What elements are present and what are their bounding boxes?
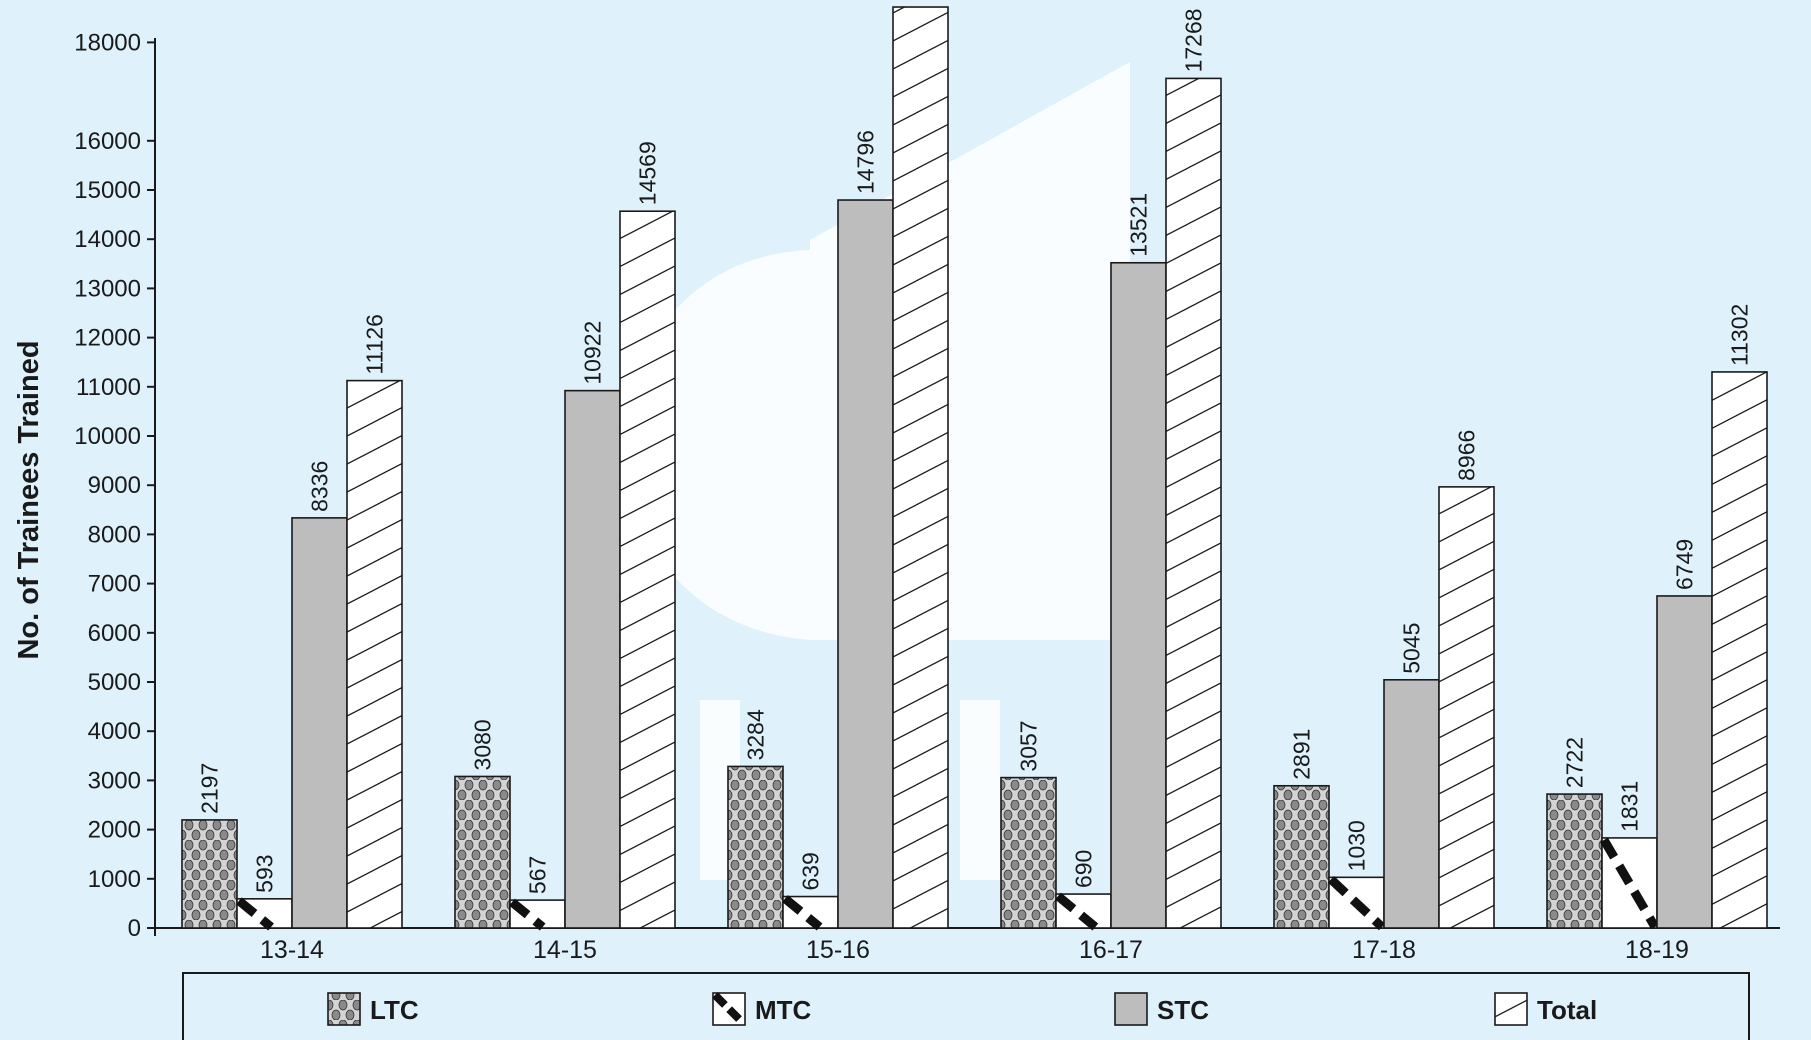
y-tick-label: 5000: [88, 669, 141, 696]
bar-stc: [1383, 678, 1440, 929]
y-tick-label: 3000: [88, 767, 141, 794]
bar-total: [1165, 77, 1222, 929]
y-tick-label: 12000: [74, 325, 141, 352]
data-label: 1831: [1617, 781, 1643, 832]
data-label: 2891: [1289, 729, 1315, 780]
legend-swatch-ltc: [327, 992, 361, 1026]
x-tick-label: 18-19: [1625, 936, 1689, 964]
y-tick-label: 14000: [74, 226, 141, 253]
y-tick-label: 16000: [74, 128, 141, 155]
bar-mtc-dash: [1327, 876, 1386, 931]
data-label: 2722: [1562, 737, 1588, 788]
bar-total: [346, 379, 403, 929]
bar-stc: [291, 517, 348, 929]
bar-ltc: [727, 765, 784, 929]
bar-ltc: [1000, 776, 1057, 929]
y-tick-label: 8000: [88, 521, 141, 548]
bar-total: [1711, 371, 1768, 929]
y-tick-label: 1000: [88, 866, 141, 893]
y-tick-label: 15000: [74, 177, 141, 204]
y-tick-label: 18000: [74, 29, 141, 56]
x-tick-label: 17-18: [1352, 936, 1416, 964]
y-tick-label: 7000: [88, 571, 141, 598]
data-label: 17268: [1181, 8, 1207, 72]
y-tick-label: 6000: [88, 620, 141, 647]
data-label: 593: [252, 854, 278, 892]
data-label: 14569: [635, 141, 661, 205]
legend-label-ltc: LTC: [370, 995, 419, 1025]
data-label: 5045: [1399, 623, 1425, 674]
bar-ltc: [181, 819, 238, 929]
bar-mtc-dash: [1055, 892, 1099, 931]
data-label: 11302: [1727, 304, 1753, 366]
bar-ltc: [454, 775, 511, 929]
data-label: 18719: [908, 0, 934, 1]
data-label: 690: [1071, 850, 1097, 888]
x-tick-label: 16-17: [1079, 936, 1143, 964]
legend-label-total: Total: [1537, 995, 1597, 1025]
y-tick-label: 11000: [76, 374, 141, 401]
bar-stc: [564, 389, 621, 929]
bar-total: [1438, 486, 1495, 929]
bar-ltc: [1273, 784, 1330, 929]
axes: 0 1000 2000 3000 4000 5000 6000 7000 8000 9000 100…: [74, 29, 1780, 964]
data-label: 1030: [1344, 820, 1370, 871]
data-label: 3080: [470, 719, 496, 770]
legend-swatch-mtc: [712, 992, 746, 1026]
bar-mtc: [1601, 837, 1658, 929]
data-label: 11126: [362, 314, 388, 375]
y-tick-label: 2000: [88, 817, 141, 844]
bar-ltc: [1546, 793, 1603, 929]
bar-mtc-dash: [509, 898, 546, 931]
bars: [181, 6, 1768, 931]
bar-mtc-dash: [782, 895, 823, 931]
y-tick-label: 13000: [74, 275, 141, 302]
data-label: 639: [798, 852, 824, 890]
legend-swatch-stc: [1114, 992, 1148, 1026]
data-label: 3057: [1016, 720, 1042, 771]
y-tick-label: 9000: [88, 472, 141, 499]
data-label: 14796: [853, 130, 879, 194]
legend-swatch-dash: [712, 992, 746, 1026]
data-labels: 2197 593 8336 11126 3080 567 10922 14569 3284 639…: [197, 0, 1753, 894]
data-label: 567: [525, 856, 551, 894]
legend-swatch-total: [1494, 992, 1528, 1026]
x-tick-label: 15-16: [806, 936, 870, 964]
bar-stc: [1110, 261, 1167, 929]
legend-label-mtc: MTC: [755, 995, 812, 1025]
bar-mtc-dash: [236, 897, 274, 931]
bar-mtc-dash: [1600, 837, 1659, 930]
x-tick-label: 13-14: [260, 936, 324, 964]
legend: LTC MTC STC Total: [182, 972, 1750, 1040]
data-label: 8966: [1454, 430, 1480, 481]
data-label: 2197: [197, 763, 223, 814]
data-label: 8336: [307, 461, 333, 512]
bar-total: [619, 210, 676, 929]
data-label: 6749: [1672, 539, 1698, 590]
legend-label-stc: STC: [1157, 995, 1209, 1025]
bar-stc: [837, 199, 894, 929]
bar-total: [892, 6, 949, 929]
bar-stc: [1656, 595, 1713, 929]
y-axis-label: No. of Trainees Trained: [13, 340, 45, 659]
y-tick-label: 0: [128, 915, 141, 942]
x-tick-label: 14-15: [533, 936, 597, 964]
data-label: 3284: [743, 709, 769, 760]
legend-box: [182, 972, 1750, 1040]
data-label: 13521: [1126, 193, 1152, 257]
data-label: 10922: [580, 321, 606, 385]
y-tick-label: 4000: [88, 718, 141, 745]
y-tick-label: 10000: [74, 423, 141, 450]
